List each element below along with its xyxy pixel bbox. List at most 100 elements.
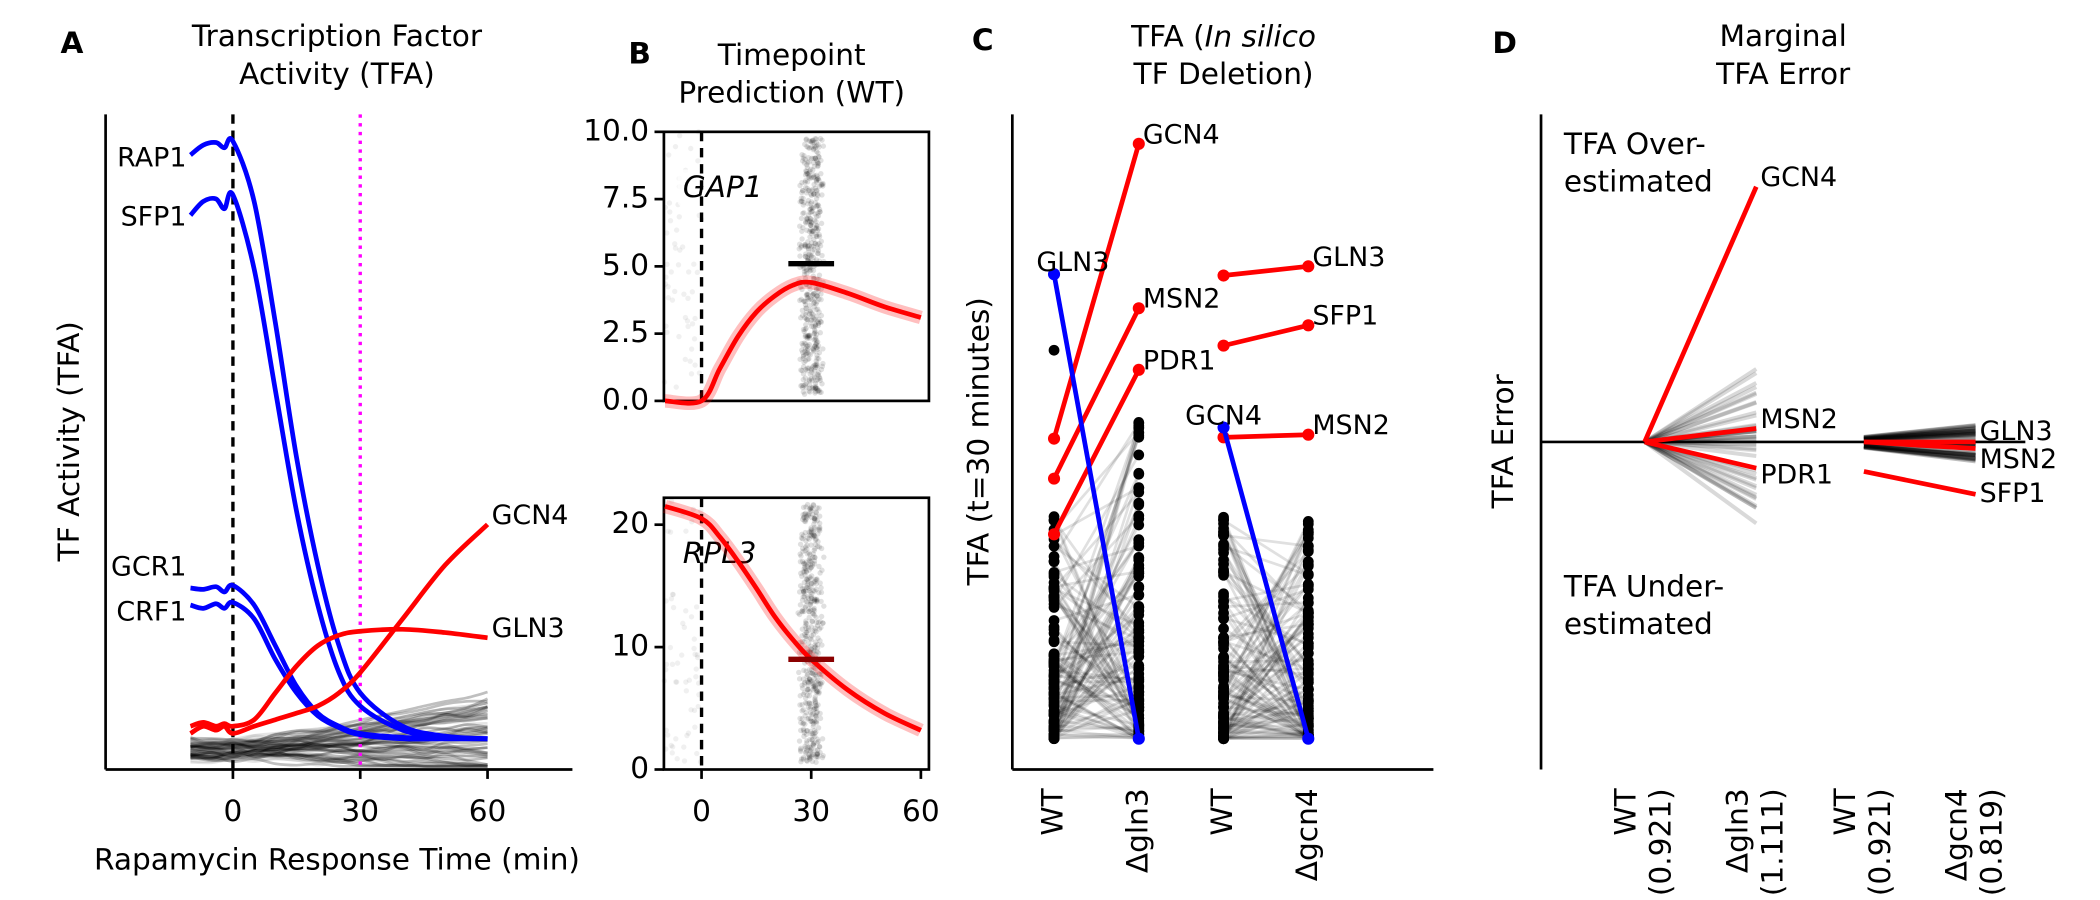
background-point <box>803 709 809 716</box>
background-point <box>804 673 810 680</box>
background-trace <box>1222 519 1310 736</box>
background-point <box>1218 732 1229 744</box>
background-point <box>808 526 814 533</box>
background-point <box>806 297 812 303</box>
background-point <box>804 215 811 222</box>
background-point <box>816 272 823 278</box>
background-point <box>810 706 817 713</box>
background-point <box>815 531 821 537</box>
background-point <box>804 511 811 518</box>
background-point <box>805 679 811 685</box>
background-point <box>798 535 805 541</box>
background-point <box>812 316 818 322</box>
background-point <box>814 352 820 358</box>
background-point <box>802 572 808 578</box>
background-point <box>1133 660 1145 671</box>
background-point <box>813 143 820 149</box>
background-point <box>1218 653 1229 665</box>
background-trace <box>190 739 488 755</box>
background-point <box>810 254 816 260</box>
background-point <box>804 671 811 678</box>
background-point <box>1133 673 1145 685</box>
background-point <box>819 363 826 369</box>
background-point <box>800 707 806 713</box>
background-point <box>664 230 670 236</box>
background-point <box>802 172 809 178</box>
background-point <box>818 312 825 319</box>
background-point <box>802 375 809 381</box>
background-point <box>808 138 815 144</box>
background-trace <box>190 737 488 766</box>
background-point <box>806 676 812 682</box>
background-point <box>802 743 808 750</box>
background-point <box>1302 607 1314 619</box>
background-point <box>813 536 819 542</box>
background-trace <box>190 705 488 763</box>
background-trace <box>1052 567 1140 677</box>
background-point <box>799 536 806 542</box>
y-tick-label: 20 <box>611 506 649 540</box>
background-point <box>1048 598 1060 610</box>
background-point <box>815 754 821 760</box>
background-trace <box>1052 454 1140 602</box>
background-point <box>810 167 816 173</box>
background-point <box>810 172 817 178</box>
background-trace <box>1052 556 1140 714</box>
background-point <box>803 576 810 582</box>
background-trace <box>1222 531 1310 668</box>
background-point <box>811 362 817 369</box>
background-point <box>804 164 811 171</box>
background-point <box>801 631 808 638</box>
background-point <box>800 504 807 511</box>
background-point <box>813 172 820 178</box>
background-point <box>806 550 812 556</box>
background-point <box>803 350 809 356</box>
background-trace <box>1052 539 1140 690</box>
series-label: MSN2 <box>1312 410 1390 441</box>
background-trace <box>1223 640 1309 671</box>
background-point <box>666 152 672 158</box>
background-point <box>1048 566 1060 578</box>
background-trace <box>1052 557 1141 739</box>
background-point <box>806 529 812 535</box>
point <box>1217 421 1230 434</box>
background-point <box>1302 560 1314 572</box>
background-point <box>1133 417 1145 428</box>
background-point <box>801 515 807 521</box>
background-point <box>819 736 826 742</box>
background-point <box>804 368 810 374</box>
background-point <box>668 498 675 504</box>
background-trace <box>1053 654 1140 720</box>
background-point <box>814 751 820 758</box>
background-point <box>816 144 822 150</box>
background-point <box>814 688 821 695</box>
background-point <box>803 584 810 591</box>
background-trace <box>1053 672 1140 710</box>
background-point <box>808 718 814 724</box>
background-point <box>817 377 823 384</box>
background-point <box>799 545 806 552</box>
background-point <box>810 532 817 538</box>
background-trace <box>1223 736 1309 740</box>
background-trace <box>190 753 488 768</box>
background-point <box>807 218 814 224</box>
background-point <box>811 671 817 677</box>
background-trace <box>1052 590 1140 736</box>
background-point <box>802 358 809 364</box>
background-point <box>815 250 821 256</box>
background-point <box>805 356 811 363</box>
background-point <box>809 758 816 765</box>
background-trace <box>1222 592 1310 691</box>
background-trace <box>1053 640 1140 657</box>
background-point <box>814 355 820 361</box>
axes-frame <box>662 130 931 403</box>
background-point <box>667 209 673 215</box>
background-trace <box>1863 429 1976 441</box>
background-point <box>796 669 802 676</box>
background-point <box>810 346 816 352</box>
background-point <box>815 150 821 156</box>
background-trace <box>1223 611 1309 644</box>
background-point <box>801 514 807 520</box>
background-point <box>804 551 811 557</box>
background-point <box>811 683 817 689</box>
